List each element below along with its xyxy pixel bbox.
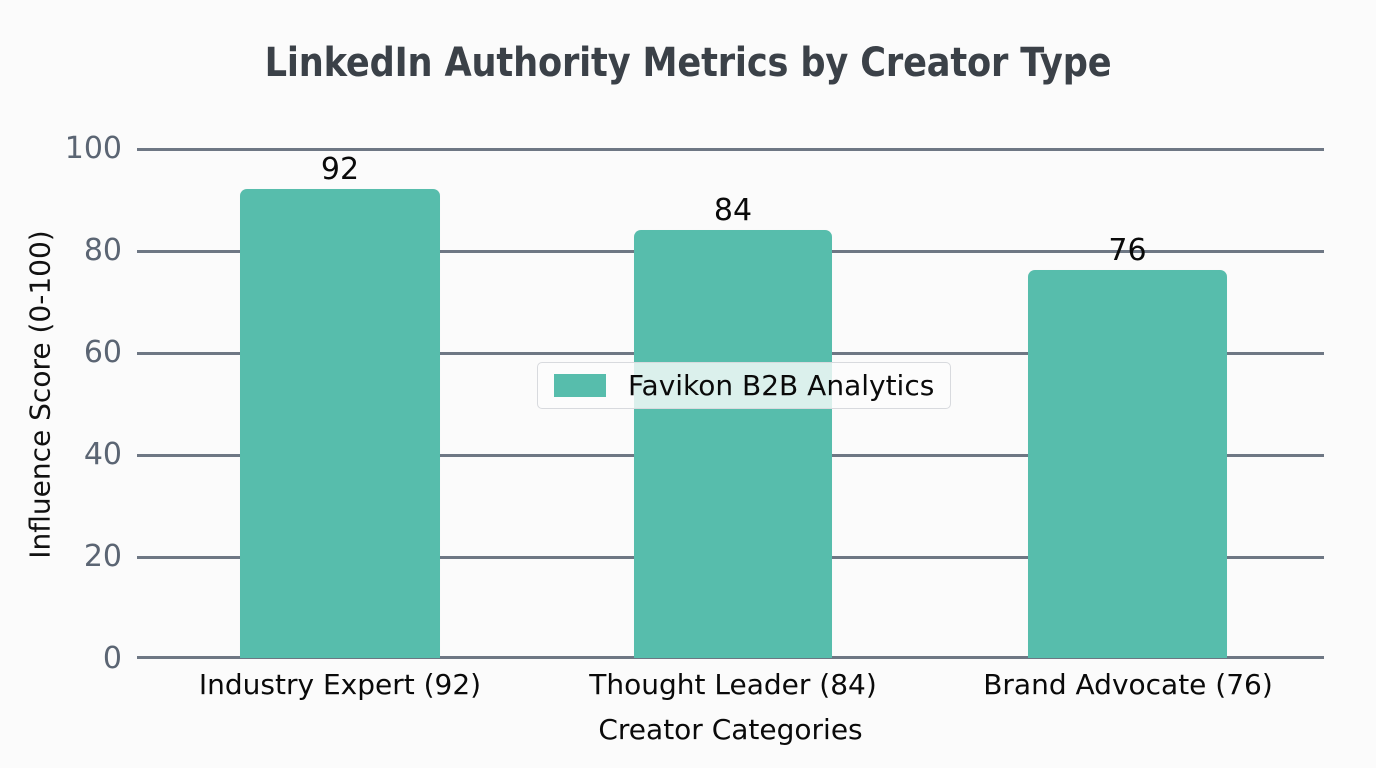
legend-label-favikon-b2b-analytics: Favikon B2B Analytics (628, 369, 935, 402)
x-tick-label-brand-advocate: Brand Advocate (76) (983, 668, 1273, 701)
chart-title: LinkedIn Authority Metrics by Creator Ty… (264, 40, 1112, 86)
y-tick-label-100: 100 (64, 131, 122, 166)
legend[interactable]: Favikon B2B Analytics (537, 362, 952, 409)
y-tick-label-60: 60 (83, 335, 122, 370)
y-axis-title: Influence Score (0-100) (23, 230, 57, 559)
bar-thought-leader[interactable] (634, 230, 832, 658)
bar-brand-advocate[interactable] (1028, 270, 1227, 658)
plot-area (137, 148, 1324, 659)
bar-industry-expert[interactable] (240, 189, 440, 658)
x-tick-label-thought-leader: Thought Leader (84) (589, 668, 877, 701)
y-tick-label-40: 40 (83, 437, 122, 472)
x-tick-label-industry-expert: Industry Expert (92) (198, 668, 482, 701)
gridline-100 (137, 148, 1324, 151)
legend-swatch-favikon-b2b-analytics (554, 374, 606, 397)
y-tick-label-20: 20 (83, 539, 122, 574)
y-tick-label-80: 80 (83, 233, 122, 268)
y-axis-tick-labels: 100 80 60 40 20 0 (0, 0, 122, 768)
bar-value-label-brand-advocate: 76 (1108, 233, 1147, 268)
x-axis-title: Creator Categories (598, 713, 863, 746)
bar-value-label-industry-expert: 92 (320, 152, 360, 187)
bar-value-label-thought-leader: 84 (713, 193, 753, 228)
y-tick-label-0: 0 (102, 641, 122, 676)
